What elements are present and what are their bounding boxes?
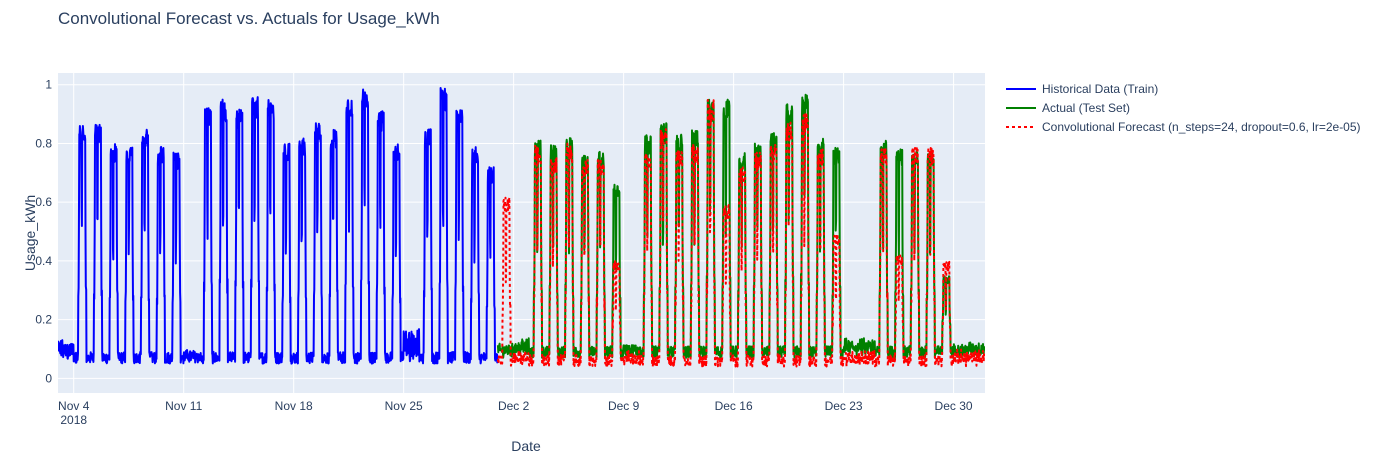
x-tick-label: Nov 18 [275,399,313,413]
chart-title: Convolutional Forecast vs. Actuals for U… [58,9,440,28]
legend-item-3[interactable]: Convolutional Forecast (n_steps=24, drop… [1006,120,1361,134]
legend-item-2[interactable]: Actual (Test Set) [1006,101,1130,115]
x-tick-label: Nov 11 [165,399,202,413]
y-tick-label: 0.2 [35,313,52,327]
series-layer [58,87,985,368]
legend[interactable]: Historical Data (Train) Actual (Test Set)… [1006,82,1361,134]
legend-label: Convolutional Forecast (n_steps=24, drop… [1042,120,1361,134]
x-tick-sublabel: 2018 [60,413,87,427]
x-tick-label: Dec 30 [935,399,973,413]
x-tick-label: Nov 4 [58,399,90,413]
legend-item-1[interactable]: Historical Data (Train) [1006,82,1158,96]
legend-label: Historical Data (Train) [1042,82,1158,96]
x-tick-label: Dec 9 [608,399,640,413]
gridlines [58,73,985,393]
series-line-1 [58,87,499,365]
series-line-3 [496,99,985,368]
x-tick-label: Nov 25 [385,399,423,413]
y-tick-label: 1 [45,78,52,92]
legend-label: Actual (Test Set) [1042,101,1130,115]
x-tick-label: Dec 23 [825,399,863,413]
x-tick-label: Dec 2 [498,399,530,413]
y-tick-label: 0 [45,371,52,385]
y-tick-label: 0.8 [35,136,52,150]
y-tick-label: 0.4 [35,254,52,268]
y-axis-title: Usage_kWh [22,195,38,271]
y-tick-label: 0.6 [35,195,52,209]
x-tick-label: Dec 16 [715,399,753,413]
y-axis-ticks: 0 0.2 0.4 0.6 0.8 1 [35,78,52,386]
x-axis-title: Date [511,438,541,454]
